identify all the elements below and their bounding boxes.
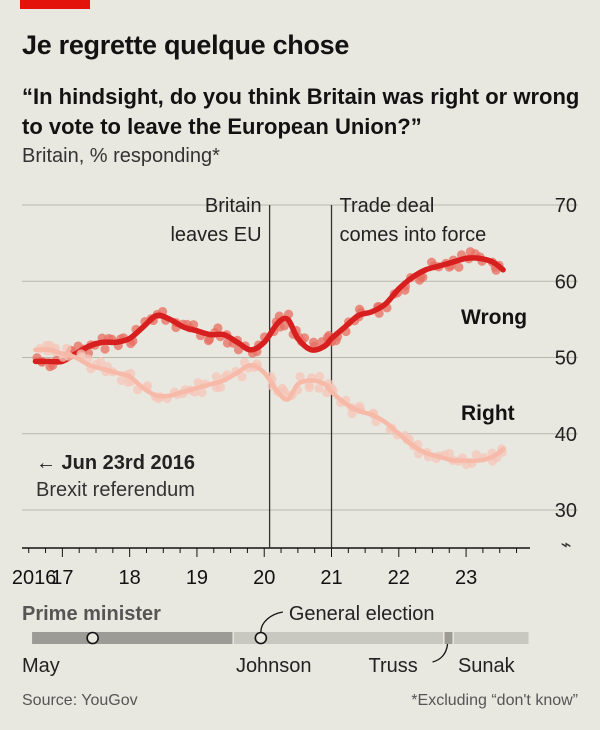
data-point <box>237 372 247 382</box>
pm-term-bar-sunak <box>453 632 529 644</box>
y-tick-label-60: 60 <box>555 271 577 293</box>
data-point <box>62 343 72 353</box>
data-point <box>454 262 464 272</box>
x-tick-label-21: 21 <box>320 567 342 589</box>
axis-break-icon: ⌁ <box>561 534 572 554</box>
data-point <box>211 372 221 382</box>
data-point <box>295 371 305 382</box>
y-tick-label-70: 70 <box>555 195 577 217</box>
chart-title: Je regrette quelque chose <box>22 30 350 60</box>
series-wrong-line <box>32 255 506 365</box>
data-point <box>308 337 319 347</box>
series-label-right: Right <box>461 402 515 425</box>
election-marker-0 <box>86 631 99 645</box>
data-point <box>116 375 126 386</box>
series-label-wrong: Wrong <box>461 306 527 329</box>
y-tick-label-40: 40 <box>555 424 577 446</box>
pm-name-truss: Truss <box>369 655 418 677</box>
x-tick-label-20: 20 <box>253 567 275 589</box>
data-point <box>197 387 207 398</box>
general-election-label: General election <box>289 603 435 625</box>
general-election-pointer <box>260 611 283 633</box>
chart-subtitle: “In hindsight, do you think Britain was … <box>22 84 580 139</box>
pm-name-sunak: Sunak <box>458 655 516 677</box>
event-label-1: Trade deal <box>340 195 435 217</box>
data-point <box>314 383 324 393</box>
event-label-0: leaves EU <box>170 224 261 246</box>
truss-pointer <box>432 643 449 663</box>
data-point <box>465 247 475 257</box>
x-tick-label-19: 19 <box>186 567 208 589</box>
pm-term-bar-johnson <box>233 632 444 644</box>
x-tick-label-17: 17 <box>51 567 73 589</box>
pm-section-label: Prime minister <box>22 603 161 625</box>
y-tick-label-30: 30 <box>555 500 577 522</box>
x-tick-label-2016: 2016 <box>12 567 57 589</box>
series-right-line <box>33 347 506 463</box>
pm-term-bar-may <box>32 632 233 644</box>
chart-units: Britain, % responding* <box>22 145 220 167</box>
data-point <box>222 338 233 348</box>
x-tick-label-23: 23 <box>455 567 477 589</box>
election-marker-1 <box>254 631 268 645</box>
footnote: *Excluding “don't know” <box>411 692 578 709</box>
referendum-date-label: ← Jun 23rd 2016 <box>36 452 195 474</box>
pm-name-may: May <box>22 655 60 677</box>
source-note: Source: YouGov <box>22 692 138 709</box>
data-point <box>76 349 86 359</box>
pm-term-bar-truss <box>444 632 453 644</box>
x-tick-label-18: 18 <box>119 567 141 589</box>
x-tick-label-22: 22 <box>388 567 410 589</box>
event-label-1: comes into force <box>340 224 487 246</box>
y-tick-label-50: 50 <box>555 348 577 370</box>
pm-name-johnson: Johnson <box>236 655 312 677</box>
series-right-dots <box>35 340 507 470</box>
brand-tag <box>20 0 90 9</box>
referendum-label: Brexit referendum <box>36 479 195 501</box>
data-point <box>471 450 481 460</box>
data-point <box>100 344 110 354</box>
event-label-0: Britain <box>205 195 262 217</box>
